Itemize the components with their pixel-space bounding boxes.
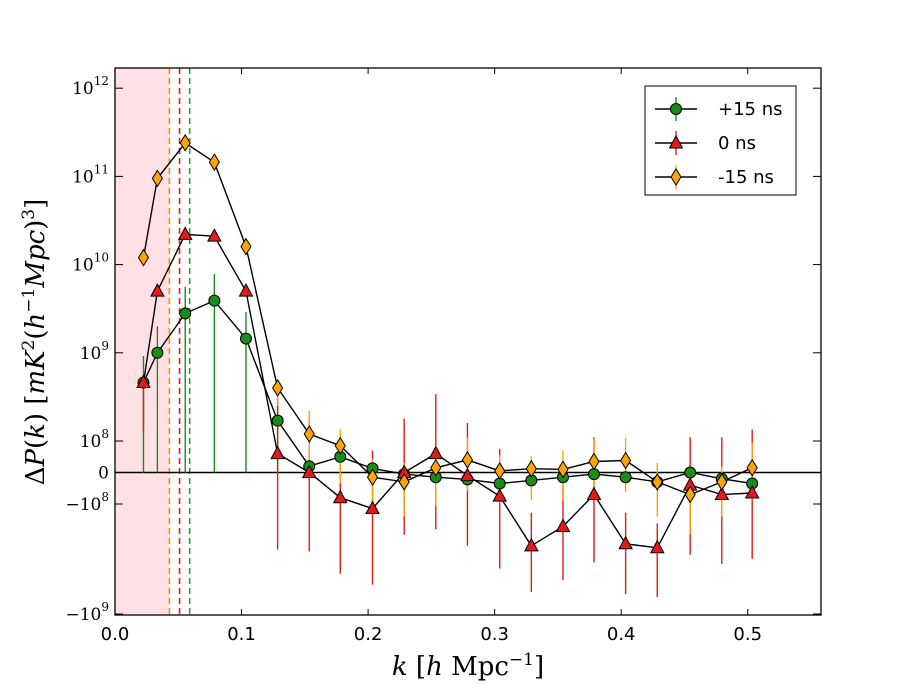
x-tick-label: 0.4 — [607, 624, 636, 645]
series-line-diamond — [142, 141, 753, 496]
y-axis-label: ΔP(k) [mK2(h−1Mpc)3] — [19, 199, 51, 486]
data-point-triangle — [177, 226, 193, 240]
y-tick-label: 0 — [98, 464, 109, 484]
x-tick-label: 0.5 — [733, 624, 762, 645]
data-point-diamond — [137, 248, 150, 267]
data-point-triangle — [714, 486, 730, 501]
data-point-diamond — [525, 459, 537, 478]
data-point-diamond — [716, 473, 728, 491]
data-point-circle — [151, 346, 164, 359]
y-tick-label: 1011 — [72, 162, 109, 187]
shaded-region — [115, 68, 170, 615]
y-tick-label: 108 — [80, 427, 109, 452]
data-point-triangle — [238, 283, 254, 297]
legend-marker-circle — [670, 103, 682, 115]
data-point-triangle — [492, 488, 508, 502]
data-point-diamond — [334, 436, 346, 455]
legend-label-triangle: 0 ns — [718, 133, 756, 154]
data-point-circle — [179, 307, 192, 320]
x-tick-label: 0.0 — [101, 624, 130, 645]
plot-frame — [114, 67, 822, 616]
data-point-triangle — [618, 535, 633, 550]
data-point-diamond — [272, 378, 284, 397]
data-point-diamond — [151, 169, 163, 188]
data-point-diamond — [240, 237, 252, 256]
data-point-diamond — [746, 458, 758, 477]
data-point-diamond — [179, 133, 191, 152]
data-point-triangle — [270, 445, 285, 460]
x-axis-label: k [h Mpc−1] — [392, 650, 544, 682]
data-point-diamond — [588, 452, 600, 471]
data-point-triangle — [586, 486, 602, 501]
data-point-diamond — [620, 451, 632, 470]
data-point-circle — [684, 466, 697, 479]
data-point-triangle — [136, 374, 151, 389]
data-point-triangle — [301, 464, 317, 478]
series-line-triangle — [142, 233, 753, 549]
data-point-diamond — [303, 425, 315, 443]
legend-marker-diamond — [670, 168, 682, 186]
data-point-diamond — [398, 473, 410, 491]
data-point-diamond — [461, 450, 474, 469]
data-point-circle — [619, 471, 632, 484]
data-point-circle — [271, 414, 284, 427]
data-point-triangle — [649, 539, 665, 554]
y-tick-label: 1010 — [72, 251, 109, 276]
data-point-triangle — [150, 283, 165, 297]
data-point-triangle — [460, 467, 475, 482]
x-tick-label: 0.1 — [227, 624, 256, 645]
legend-marker-triangle — [668, 134, 684, 149]
series-line-circle — [142, 299, 753, 485]
legend: +15 ns 0 ns -15 ns — [644, 85, 797, 196]
data-point-triangle — [524, 537, 539, 552]
data-point-diamond — [208, 153, 220, 172]
data-point-triangle — [332, 489, 348, 504]
data-point-diamond — [430, 458, 442, 477]
data-point-diamond — [494, 461, 506, 480]
x-tick-label: 0.2 — [354, 624, 383, 645]
data-point-triangle — [365, 500, 380, 515]
data-point-circle — [208, 294, 221, 307]
legend-label-circle: +15 ns — [718, 99, 783, 120]
data-point-circle — [239, 332, 252, 345]
y-tick-label: 1012 — [72, 74, 109, 99]
data-point-diamond — [557, 460, 569, 479]
data-point-diamond — [684, 485, 696, 504]
y-tick-label: 109 — [80, 339, 109, 364]
data-point-triangle — [744, 484, 760, 499]
y-tick-label: −109 — [65, 600, 109, 625]
data-point-diamond — [651, 473, 663, 491]
data-point-triangle — [555, 518, 571, 532]
x-tick-label: 0.3 — [480, 624, 509, 645]
legend-label-diamond: -15 ns — [718, 167, 774, 188]
data-point-triangle — [207, 228, 222, 242]
data-point-triangle — [428, 445, 444, 460]
y-tick-label: −108 — [65, 490, 109, 515]
data-point-diamond — [366, 468, 379, 487]
